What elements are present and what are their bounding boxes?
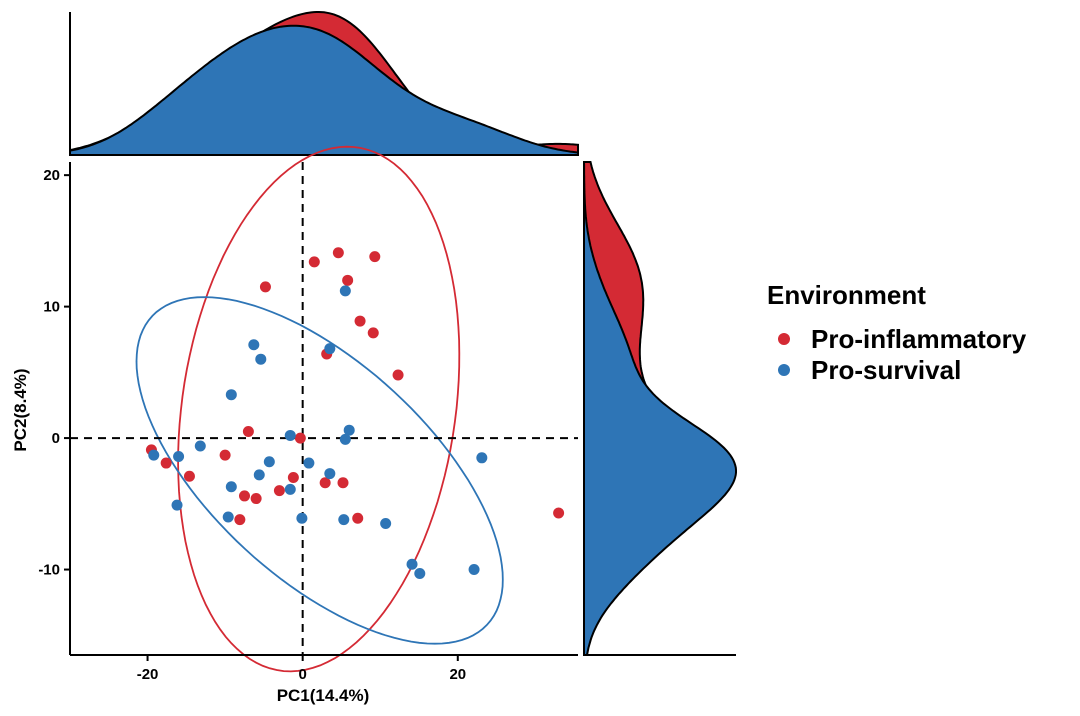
ellipse-pro-survival	[135, 296, 504, 645]
x-axis-ticks: -20 0 20	[137, 655, 466, 683]
point-pro-survival	[343, 424, 355, 436]
y-axis-title: PC2(8.4%)	[11, 368, 30, 451]
top-marginal-density	[69, 11, 579, 156]
main-plot-panel: -20 0 20 -10 0 10 20	[38, 145, 578, 683]
point-pro-survival	[255, 353, 267, 365]
point-pro-survival	[194, 440, 206, 452]
point-pro-inflammatory	[319, 477, 331, 489]
point-pro-inflammatory	[369, 251, 381, 263]
point-pro-inflammatory	[219, 449, 231, 461]
point-pro-inflammatory	[392, 369, 404, 381]
y-tick-label: -10	[38, 562, 60, 579]
ellipse-pro-inflammatory	[177, 145, 461, 673]
confidence-ellipses	[135, 145, 504, 673]
point-pro-inflammatory	[337, 477, 349, 489]
point-pro-survival	[414, 567, 426, 579]
point-pro-inflammatory	[342, 274, 354, 286]
legend-swatch-pro-inflammatory	[778, 333, 790, 345]
point-pro-survival	[222, 511, 234, 523]
point-pro-survival	[253, 469, 265, 481]
point-pro-inflammatory	[367, 327, 379, 339]
right-density-pro-survival	[583, 161, 737, 656]
x-tick-label: 20	[449, 666, 466, 683]
y-axis-ticks: -10 0 10 20	[38, 167, 70, 579]
point-pro-inflammatory	[287, 472, 299, 484]
point-pro-inflammatory	[352, 512, 364, 524]
point-pro-inflammatory	[239, 490, 251, 502]
point-pro-survival	[296, 512, 308, 524]
point-pro-survival	[148, 449, 160, 461]
x-tick-label: -20	[137, 666, 159, 683]
data-points	[145, 247, 565, 579]
y-tick-label: 20	[43, 167, 60, 184]
point-pro-inflammatory	[242, 426, 254, 438]
point-pro-survival	[324, 343, 336, 355]
point-pro-survival	[338, 514, 350, 526]
point-pro-survival	[171, 499, 183, 511]
point-pro-inflammatory	[234, 514, 246, 526]
point-pro-inflammatory	[250, 493, 262, 505]
point-pro-survival	[406, 558, 418, 570]
top-density-pro-survival	[69, 24, 579, 156]
point-pro-inflammatory	[183, 470, 195, 482]
point-pro-survival	[324, 468, 336, 480]
x-axis-title: PC1(14.4%)	[277, 686, 370, 705]
point-pro-survival	[476, 452, 488, 464]
legend-label-pro-survival: Pro-survival	[811, 355, 961, 385]
point-pro-survival	[263, 456, 275, 468]
point-pro-inflammatory	[160, 457, 172, 469]
point-pro-inflammatory	[354, 315, 366, 327]
point-pro-survival	[248, 339, 260, 351]
point-pro-inflammatory	[259, 281, 271, 293]
point-pro-survival	[468, 564, 480, 576]
point-pro-survival	[339, 285, 351, 297]
legend: Environment Pro-inflammatory Pro-surviva…	[767, 280, 1027, 385]
point-pro-survival	[225, 481, 237, 493]
point-pro-survival	[339, 433, 351, 445]
point-pro-survival	[284, 429, 296, 441]
point-pro-survival	[225, 389, 237, 401]
point-pro-inflammatory	[308, 256, 320, 268]
point-pro-survival	[173, 450, 185, 462]
legend-title: Environment	[767, 280, 926, 310]
point-pro-inflammatory	[553, 507, 565, 519]
y-tick-label: 0	[52, 430, 60, 447]
point-pro-inflammatory	[332, 247, 344, 259]
point-pro-inflammatory	[273, 485, 285, 497]
x-tick-label: 0	[298, 666, 306, 683]
point-pro-survival	[303, 457, 315, 469]
point-pro-inflammatory	[294, 432, 306, 444]
legend-swatch-pro-survival	[778, 364, 790, 376]
y-tick-label: 10	[43, 299, 60, 316]
point-pro-survival	[284, 483, 296, 495]
right-marginal-density	[583, 161, 737, 656]
legend-label-pro-inflammatory: Pro-inflammatory	[811, 324, 1027, 354]
point-pro-survival	[380, 518, 392, 530]
